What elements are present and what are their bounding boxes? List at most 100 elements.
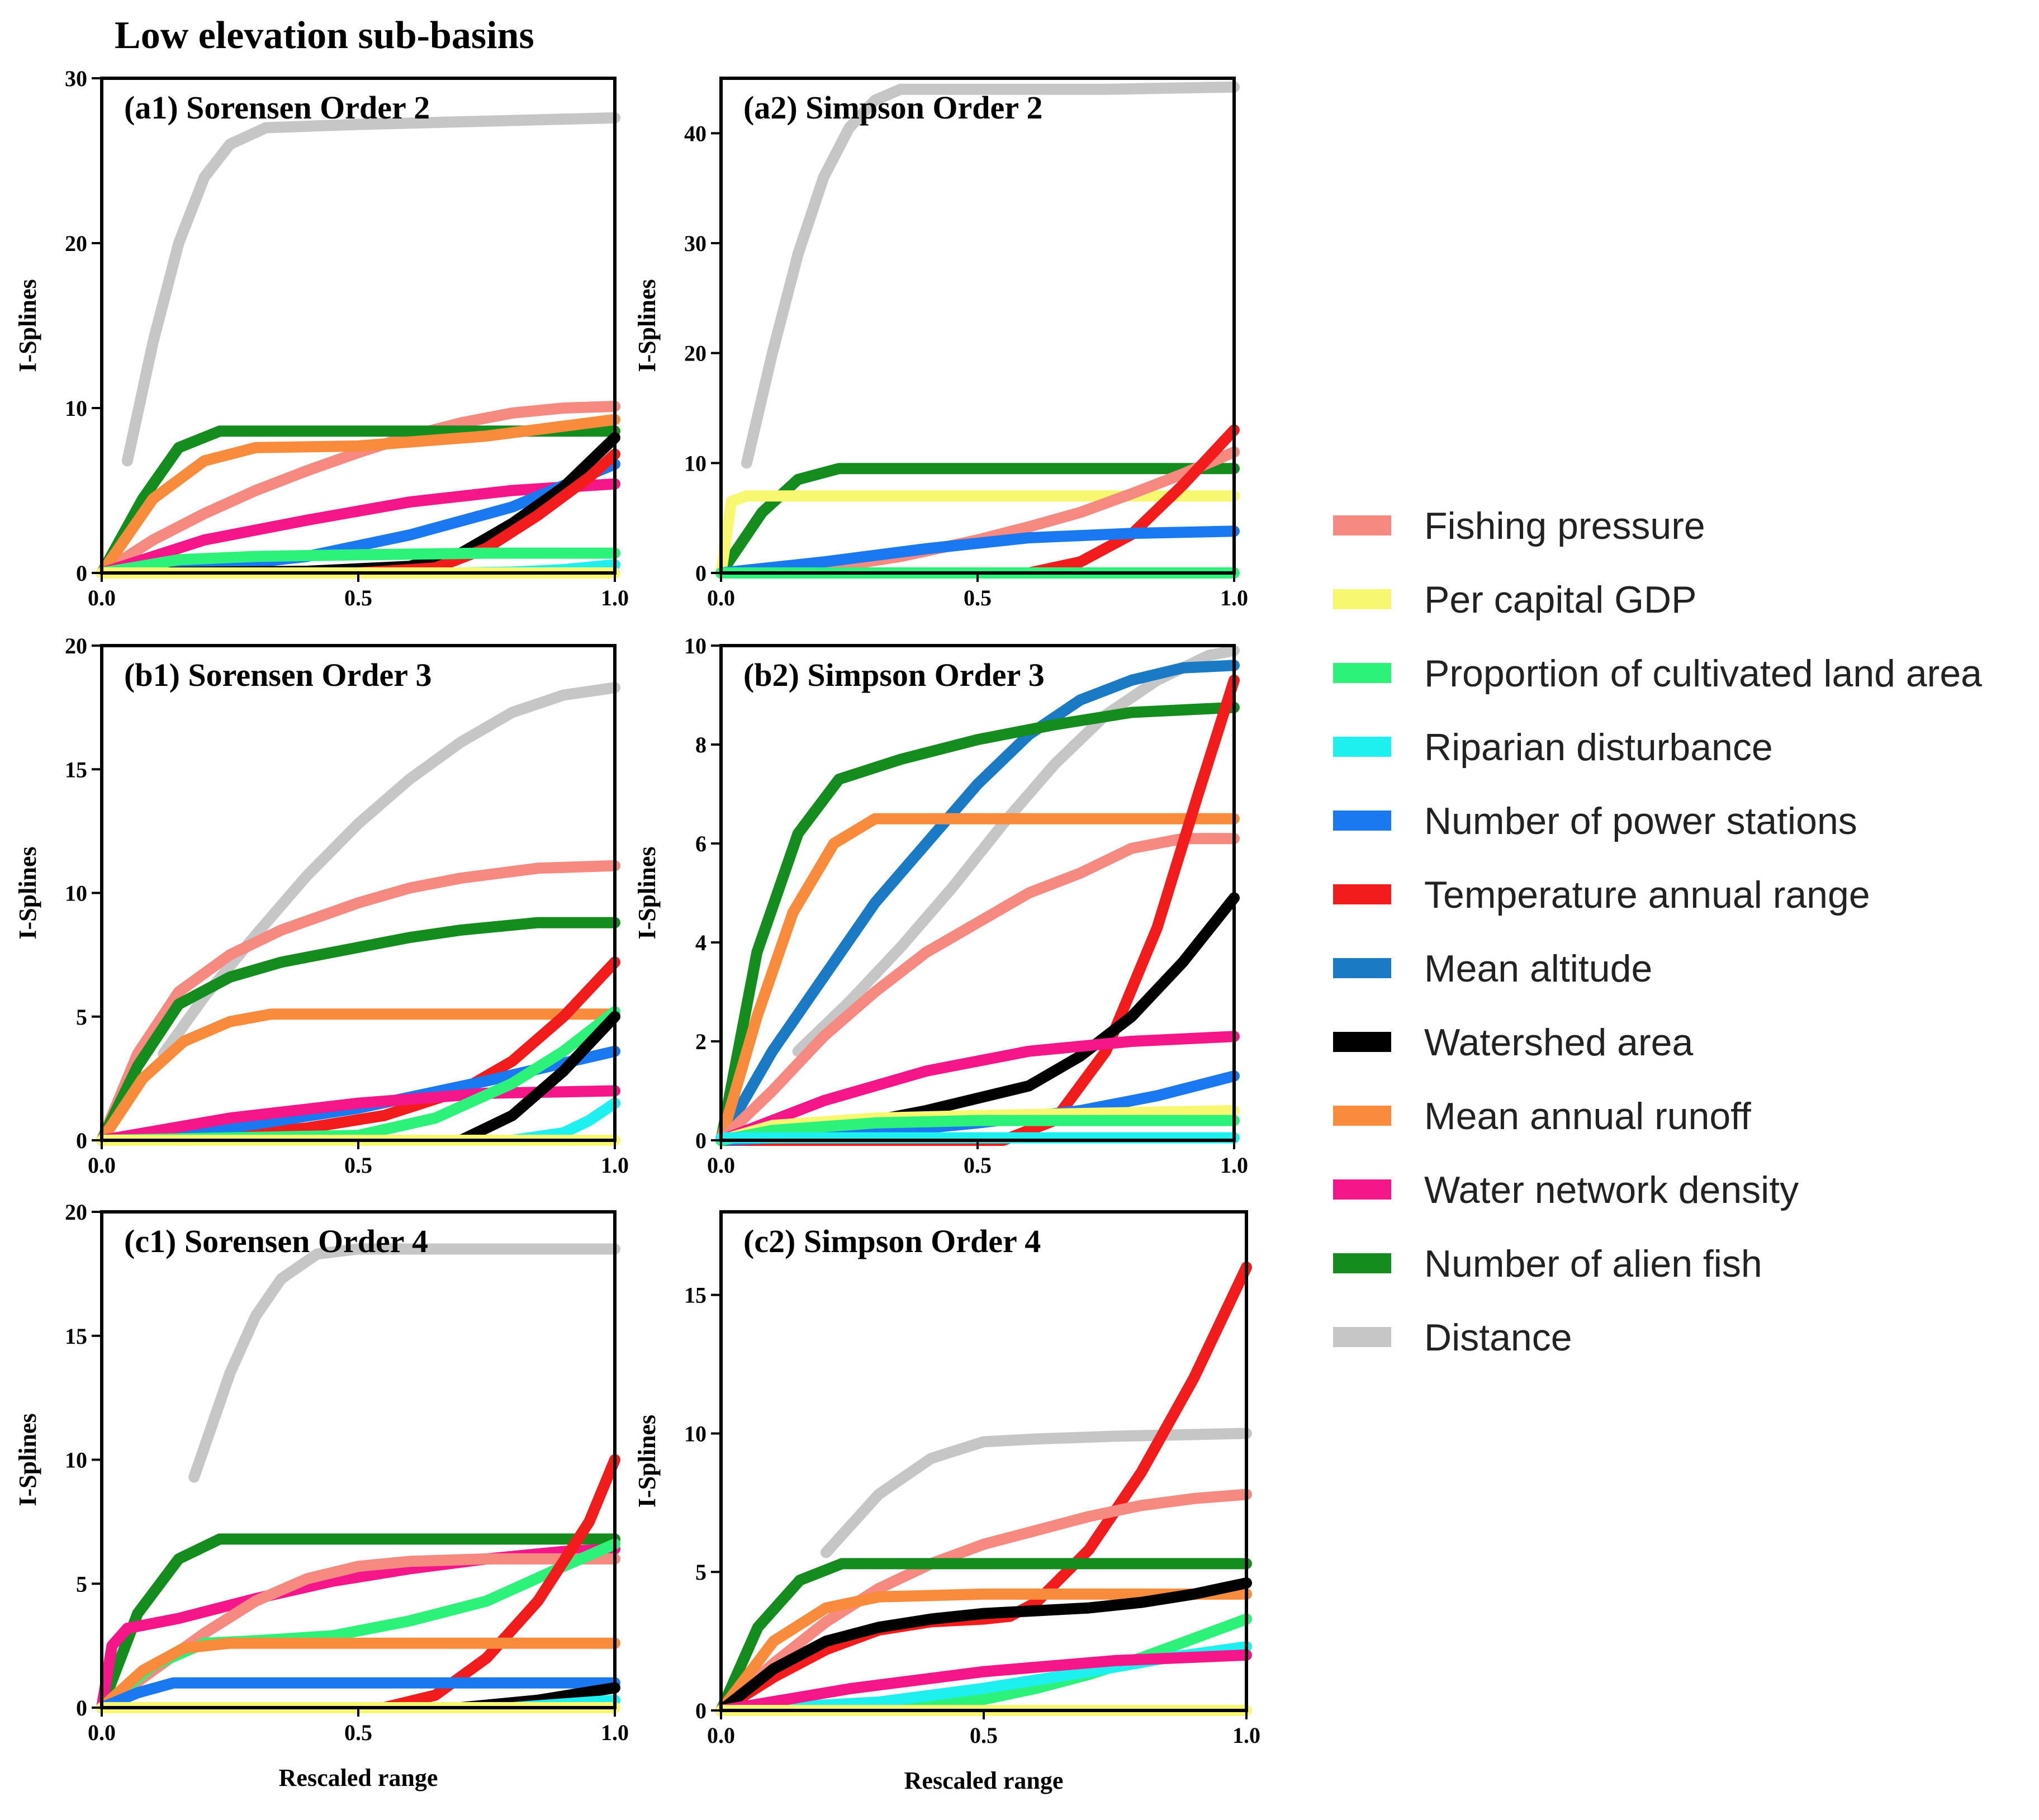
y-tick-label: 20 [65,231,87,256]
legend-swatch [1333,884,1391,904]
y-axis-label: I-Splines [633,1415,661,1508]
series-distance [158,682,620,1060]
x-tick-label: 0.0 [88,1720,116,1745]
y-axis-label: I-Splines [14,279,41,372]
series-cultivated [96,547,620,579]
y-tick-label: 0 [695,1698,706,1723]
legend-item-riparian: Riparian disturbance [1333,726,1773,769]
series-distance [188,1243,620,1483]
x-tick-label: 1.0 [601,585,629,610]
series-water_network [715,1649,1252,1716]
series-group [96,112,620,579]
legend-swatch [1333,1032,1391,1052]
series-runoff [96,1008,620,1146]
legend-item-runoff: Mean annual runoff [1333,1095,1751,1138]
series-power [96,1677,620,1713]
series-alien [715,463,1240,579]
y-tick-label: 8 [695,732,706,757]
y-tick-label: 15 [684,1283,706,1308]
panel-title: (c1) Sorensen Order 4 [124,1223,428,1259]
y-tick-label: 4 [695,930,706,955]
legend-item-alien: Number of alien fish [1333,1243,1762,1285]
series-runoff [96,1637,620,1713]
legend-item-fishing: Fishing pressure [1333,505,1705,547]
legend-swatch [1333,1106,1391,1126]
series-distance [741,81,1240,469]
x-tick-label: 0.5 [344,1153,372,1178]
series-gdp [715,490,1240,579]
series-group [715,81,1240,579]
legend-label: Fishing pressure [1424,505,1705,547]
series-group [96,1243,620,1713]
series-fishing [715,1489,1252,1716]
series-water_network [96,478,620,579]
figure-title: Low elevation sub-basins [115,14,534,57]
legend-label: Number of power stations [1424,800,1857,842]
x-tick-label: 0.5 [344,1720,372,1745]
y-tick-label: 5 [76,1571,87,1596]
series-distance [121,112,620,467]
y-tick-label: 0 [695,1128,706,1153]
legend-swatch [1333,663,1391,683]
y-tick-label: 40 [684,121,706,146]
panel-title: (a1) Sorensen Order 2 [124,89,430,126]
legend-swatch [1333,811,1391,831]
y-tick-label: 0 [76,561,87,586]
y-tick-label: 20 [65,633,87,658]
legend-label: Number of alien fish [1424,1243,1762,1285]
series-alien [96,917,620,1146]
y-tick-label: 15 [65,1324,87,1349]
x-tick-label: 0.0 [707,1723,735,1748]
legend-swatch [1333,1179,1391,1200]
y-tick-label: 10 [684,451,706,476]
legend-item-power: Number of power stations [1333,800,1857,842]
legend-label: Mean altitude [1424,947,1652,990]
series-power [715,525,1240,579]
x-tick-label: 0.0 [707,585,735,610]
y-tick-label: 5 [695,1560,706,1585]
panel-c2: 0 5 10 15 0.0 0.5 1.0 (c2) Simpson Order 4 I-Spl… [633,1210,1260,1794]
x-tick-label: 1.0 [1232,1723,1260,1748]
legend-label: Distance [1424,1316,1572,1359]
y-axis-label: I-Splines [14,846,41,939]
y-tick-label: 6 [695,831,706,856]
x-tick-label: 1.0 [601,1153,629,1178]
series-alien [715,1558,1252,1716]
series-fishing [715,446,1240,579]
panel-b1: 0 5 10 15 20 0.0 0.5 1.0 (b1) Sorensen Order 3 I-… [14,633,629,1178]
y-tick-label: 10 [684,633,706,658]
legend-item-distance: Distance [1333,1316,1572,1359]
legend-label: Per capital GDP [1424,579,1697,621]
x-tick-label: 0.0 [707,1153,735,1178]
series-fishing [96,401,620,579]
series-cultivated [715,1115,1240,1146]
series-runoff [96,414,620,579]
legend-swatch [1333,958,1391,978]
legend-item-water_network: Water network density [1333,1169,1799,1211]
x-axis-label: Rescaled range [904,1767,1064,1794]
series-runoff [715,1588,1252,1716]
x-tick-label: 0.5 [964,1153,992,1178]
panel-c1: 0 5 10 15 20 0.0 0.5 1.0 (c1) Sorensen Order 4 I-… [14,1200,629,1791]
y-tick-label: 30 [65,66,87,91]
series-water_network [96,1085,620,1146]
legend-swatch [1333,737,1391,757]
legend-item-gdp: Per capital GDP [1333,579,1697,621]
x-tick-label: 0.5 [344,585,372,610]
legend-label: Water network density [1424,1169,1799,1211]
x-axis-label: Rescaled range [279,1764,438,1791]
x-tick-label: 0.0 [88,1153,116,1178]
y-tick-label: 30 [684,231,706,256]
y-tick-label: 5 [76,1004,87,1030]
panel-title: (c2) Simpson Order 4 [743,1223,1041,1259]
y-tick-label: 10 [65,1448,87,1473]
panel-title: (b1) Sorensen Order 3 [124,657,431,693]
y-axis-label: I-Splines [633,846,661,939]
x-tick-label: 0.5 [964,585,992,610]
legend: Fishing pressure Per capital GDP Proportio… [1333,505,1982,1359]
panel-a1: 0 10 20 30 0.0 0.5 1.0 (a1) Sorensen Order 2 I-S… [14,66,629,610]
series-fishing [715,833,1240,1146]
panel-title: (b2) Simpson Order 3 [743,657,1045,693]
series-group [715,1262,1252,1716]
